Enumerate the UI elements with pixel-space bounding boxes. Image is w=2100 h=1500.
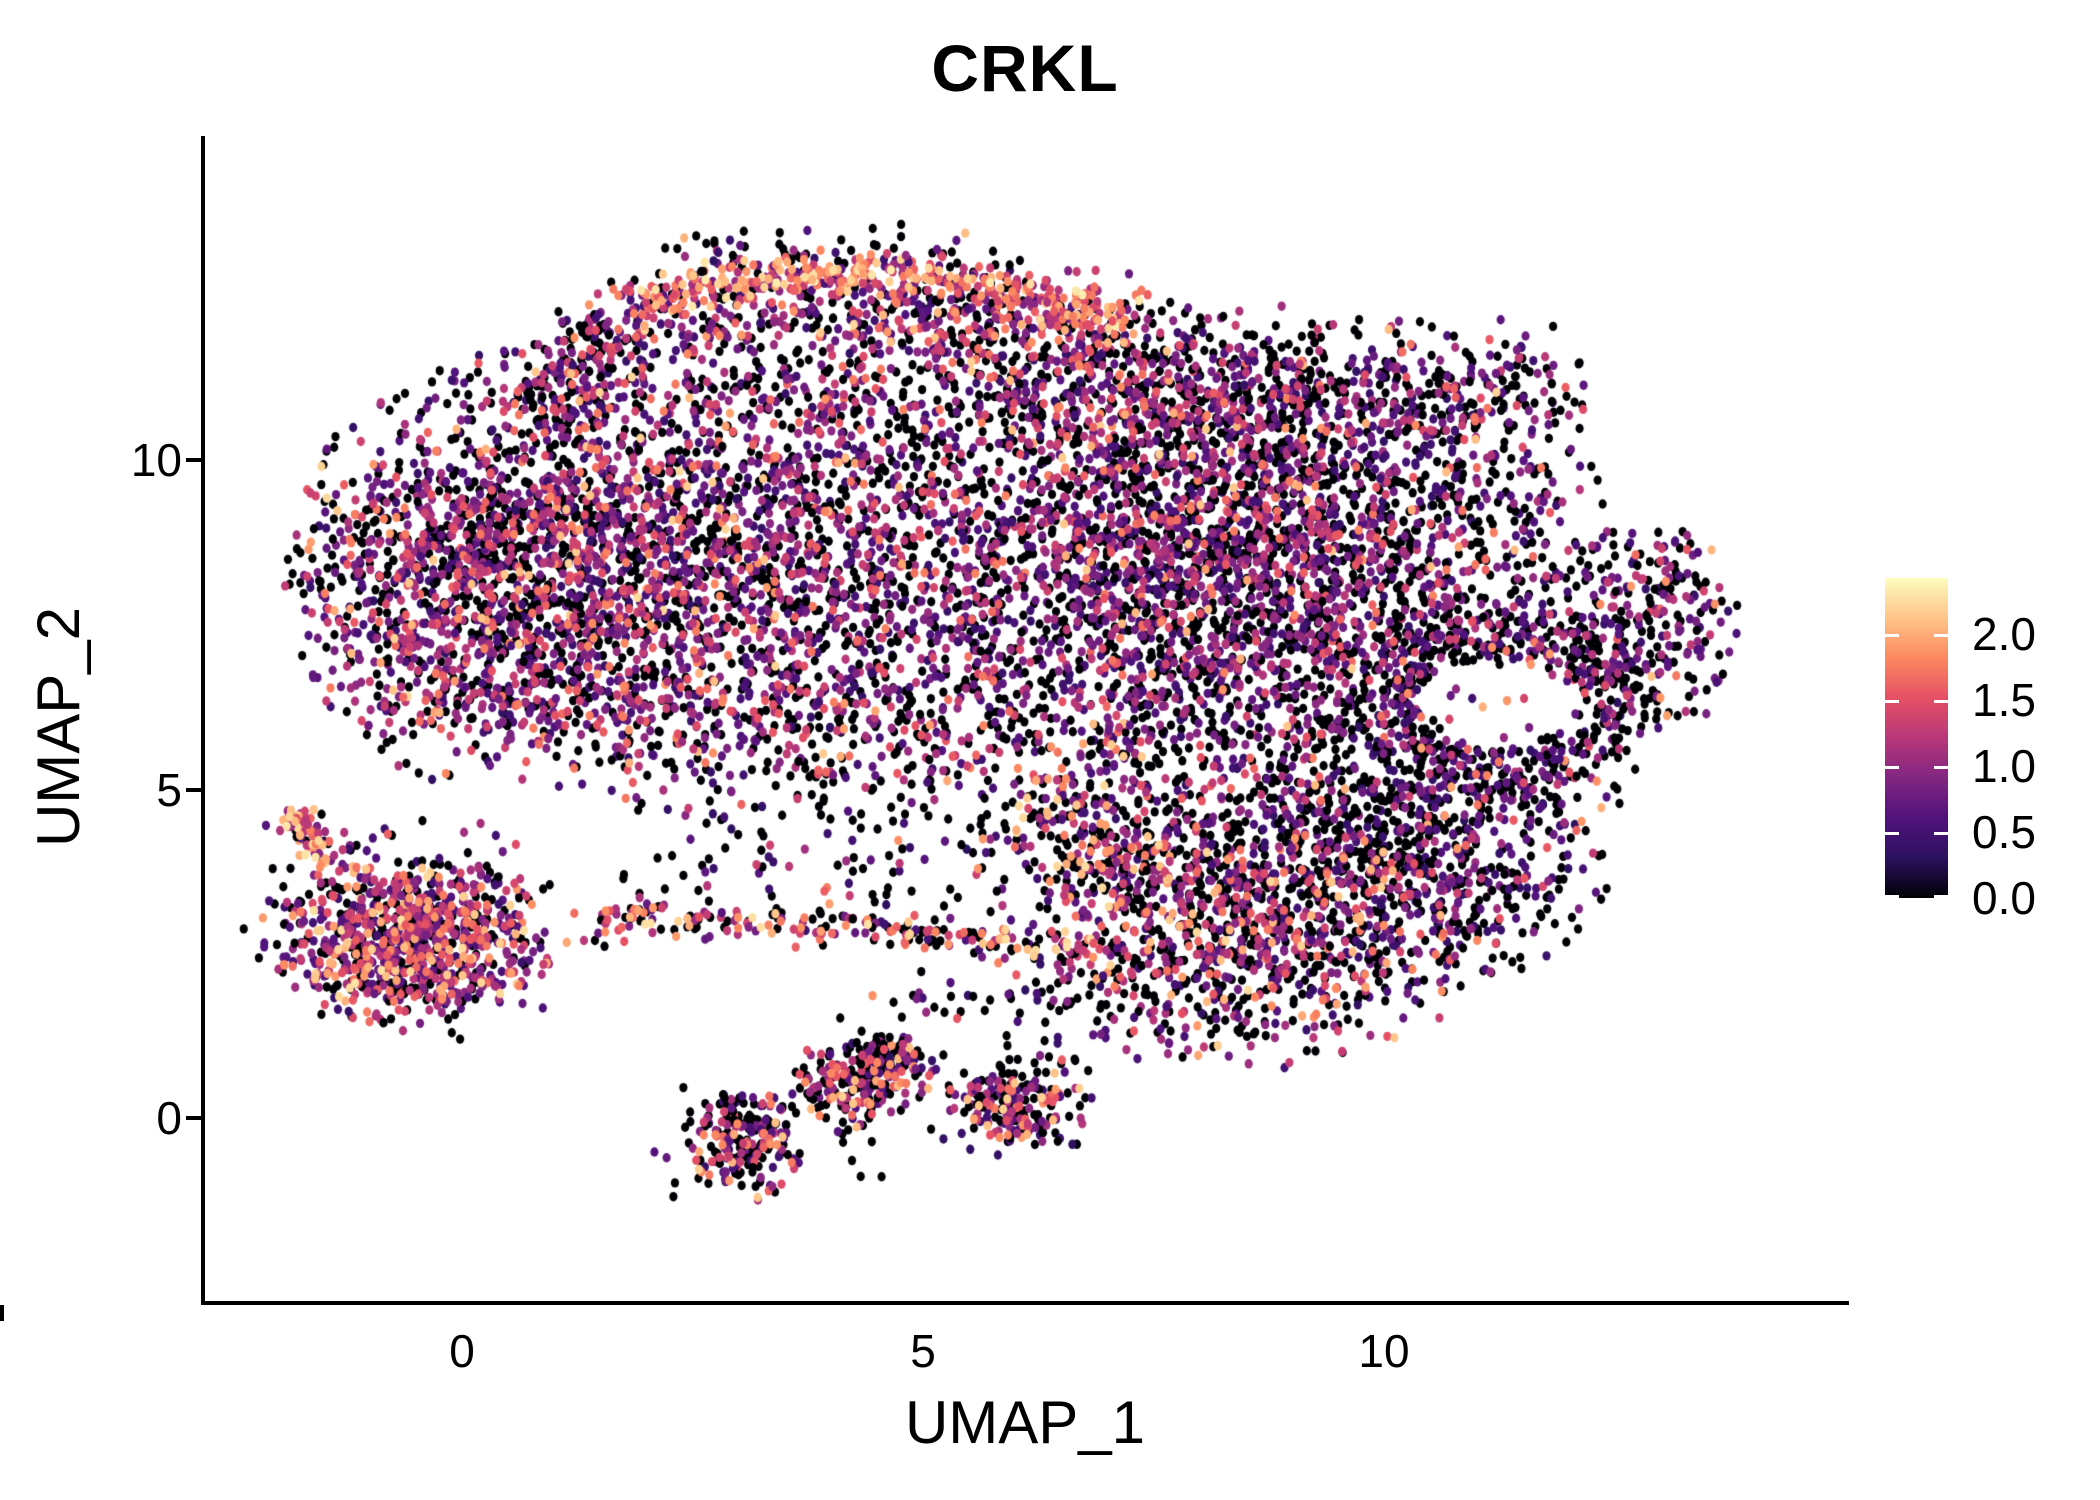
colorbar-tick-notch: [1934, 831, 1948, 835]
colorbar-label: 1.0: [1972, 739, 2036, 792]
x-tick-label: 10: [1358, 1325, 1410, 1377]
colorbar-label: 1.5: [1972, 673, 2036, 726]
y-axis-title: UMAP_2: [25, 606, 92, 848]
x-tick-mark-10: [0, 1305, 4, 1321]
colorbar-label: 0.0: [1972, 872, 2036, 924]
colorbar-tick-notch: [1885, 831, 1899, 835]
colorbar-label: 0.5: [1972, 805, 2036, 858]
colorbar-tick-notch: [1885, 699, 1899, 703]
colorbar-label: 2.0: [1972, 607, 2036, 660]
y-tick-mark-5: [186, 788, 202, 792]
colorbar-tick-notch: [1934, 765, 1948, 769]
y-tick-mark-10: [186, 458, 202, 462]
x-axis-line: [201, 1301, 1849, 1305]
expression-colorbar: [1885, 578, 1948, 898]
colorbar-tick-notch: [1885, 765, 1899, 769]
colorbar-tick-notch: [1885, 633, 1899, 637]
x-tick-label: 5: [910, 1325, 936, 1377]
y-tick-label: 5: [156, 764, 182, 816]
plot-title: CRKL: [931, 31, 1119, 105]
colorbar-tick-notch: [1934, 633, 1948, 637]
x-tick-label: 0: [449, 1325, 475, 1377]
y-axis-line: [201, 136, 205, 1305]
y-tick-mark-0: [186, 1116, 202, 1120]
x-axis-title: UMAP_1: [904, 1389, 1146, 1456]
y-tick-label: 0: [156, 1092, 182, 1144]
y-tick-label: 10: [130, 434, 182, 486]
colorbar-tick-notch: [1934, 895, 1948, 898]
colorbar-tick-notch: [1934, 699, 1948, 703]
colorbar-tick-notch: [1885, 895, 1899, 898]
